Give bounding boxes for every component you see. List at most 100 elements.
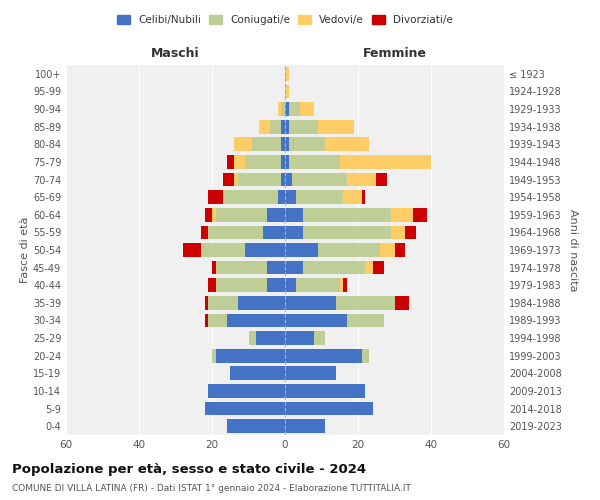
Bar: [215, 208, 267, 222]
Bar: [285, 296, 336, 310]
Bar: [205, 314, 208, 328]
Bar: [227, 314, 285, 328]
Bar: [289, 155, 340, 169]
Bar: [362, 349, 369, 362]
Bar: [413, 208, 427, 222]
Bar: [318, 120, 355, 134]
Bar: [285, 67, 289, 80]
Bar: [238, 172, 281, 186]
Bar: [340, 278, 343, 292]
Bar: [285, 349, 362, 362]
Bar: [395, 296, 409, 310]
Bar: [215, 260, 267, 274]
Bar: [296, 190, 343, 204]
Bar: [343, 190, 362, 204]
Text: Popolazione per età, sesso e stato civile - 2024: Popolazione per età, sesso e stato civil…: [12, 462, 366, 475]
Bar: [281, 172, 285, 186]
Bar: [208, 226, 263, 239]
Bar: [281, 102, 285, 116]
Bar: [285, 314, 347, 328]
Bar: [289, 102, 299, 116]
Bar: [212, 349, 215, 362]
Bar: [285, 366, 336, 380]
Bar: [212, 208, 215, 222]
Bar: [289, 120, 318, 134]
Bar: [234, 155, 245, 169]
Bar: [343, 278, 347, 292]
Bar: [245, 155, 281, 169]
Bar: [205, 296, 208, 310]
Bar: [234, 138, 252, 151]
Bar: [285, 102, 289, 116]
Bar: [296, 278, 340, 292]
Bar: [267, 260, 285, 274]
Bar: [391, 226, 406, 239]
Bar: [285, 420, 325, 433]
Bar: [285, 138, 289, 151]
Bar: [263, 226, 285, 239]
Bar: [347, 314, 383, 328]
Bar: [252, 138, 281, 151]
Bar: [205, 208, 212, 222]
Bar: [340, 155, 431, 169]
Bar: [201, 226, 208, 239]
Bar: [212, 260, 215, 274]
Bar: [208, 278, 215, 292]
Bar: [248, 331, 256, 345]
Bar: [271, 120, 281, 134]
Bar: [303, 226, 391, 239]
Bar: [285, 120, 289, 134]
Bar: [278, 102, 281, 116]
Bar: [285, 155, 289, 169]
Bar: [365, 260, 373, 274]
Text: COMUNE DI VILLA LATINA (FR) - Dati ISTAT 1° gennaio 2024 - Elaborazione TUTTITAL: COMUNE DI VILLA LATINA (FR) - Dati ISTAT…: [12, 484, 411, 493]
Legend: Celibi/Nubili, Coniugati/e, Vedovi/e, Divorziati/e: Celibi/Nubili, Coniugati/e, Vedovi/e, Di…: [113, 11, 457, 30]
Bar: [256, 331, 285, 345]
Bar: [223, 172, 234, 186]
Bar: [230, 366, 285, 380]
Bar: [278, 190, 285, 204]
Bar: [285, 190, 296, 204]
Bar: [285, 226, 303, 239]
Bar: [227, 420, 285, 433]
Bar: [303, 208, 391, 222]
Bar: [227, 155, 234, 169]
Bar: [183, 243, 201, 257]
Bar: [267, 208, 285, 222]
Bar: [285, 208, 303, 222]
Bar: [234, 172, 238, 186]
Bar: [223, 190, 278, 204]
Bar: [285, 260, 303, 274]
Bar: [285, 331, 314, 345]
Bar: [299, 102, 314, 116]
Bar: [281, 120, 285, 134]
Bar: [215, 349, 285, 362]
Bar: [208, 384, 285, 398]
Bar: [281, 138, 285, 151]
Bar: [259, 120, 271, 134]
Bar: [303, 260, 365, 274]
Bar: [285, 84, 289, 98]
Bar: [285, 278, 296, 292]
Bar: [285, 243, 318, 257]
Bar: [205, 402, 285, 415]
Bar: [208, 190, 223, 204]
Bar: [391, 208, 413, 222]
Bar: [238, 296, 285, 310]
Bar: [376, 172, 387, 186]
Bar: [380, 243, 395, 257]
Bar: [325, 138, 369, 151]
Bar: [289, 138, 325, 151]
Y-axis label: Anni di nascita: Anni di nascita: [568, 209, 578, 291]
Bar: [406, 226, 416, 239]
Bar: [395, 243, 406, 257]
Bar: [267, 278, 285, 292]
Text: Maschi: Maschi: [151, 46, 200, 60]
Bar: [201, 243, 245, 257]
Bar: [215, 278, 267, 292]
Bar: [281, 155, 285, 169]
Bar: [208, 314, 227, 328]
Text: Femmine: Femmine: [362, 46, 427, 60]
Bar: [208, 296, 238, 310]
Bar: [292, 172, 347, 186]
